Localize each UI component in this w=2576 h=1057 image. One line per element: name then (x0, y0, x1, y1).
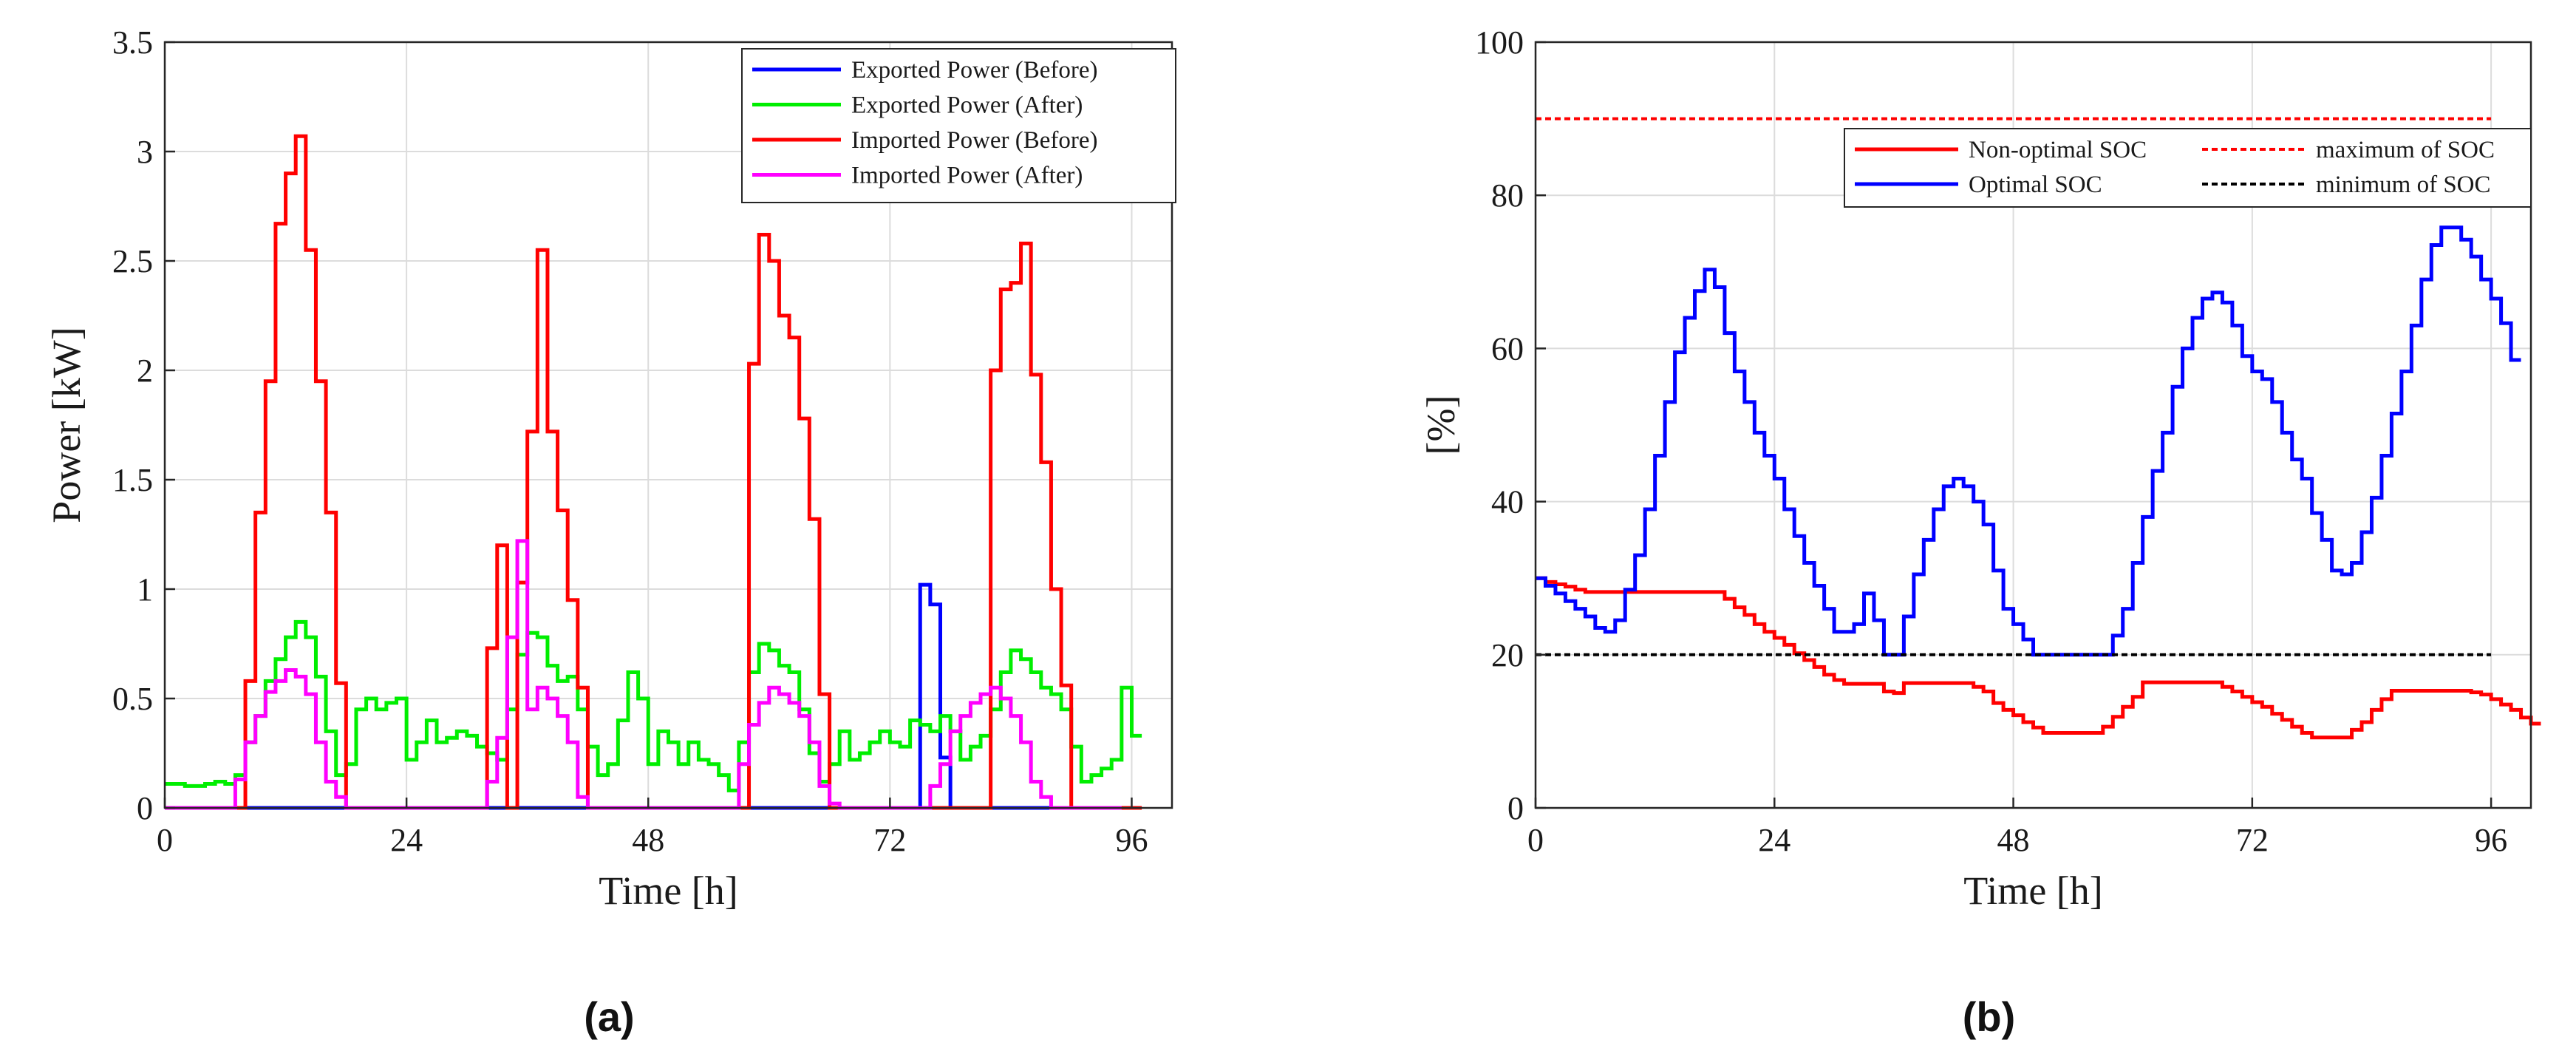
legend-label: Exported Power (After) (851, 92, 1083, 119)
legend: Exported Power (Before) Exported Power (A… (741, 48, 1176, 203)
x-tick-label: 0 (157, 822, 173, 858)
x-tick-label: 96 (2475, 822, 2507, 858)
x-axis-label: Time [h] (599, 869, 738, 913)
axes-box (163, 41, 1173, 809)
grid (164, 41, 1172, 809)
y-tick-label: 0 (137, 790, 153, 826)
x-axis-label: Time [h] (1963, 869, 2103, 913)
chart-panel-a: 0 24 48 72 96 0 0.5 1 1.5 2 2.5 3 3.5 Time [h] Power [… (44, 24, 1176, 1040)
y-axis-label: [%] (1419, 395, 1463, 455)
y-tick-label: 20 (1491, 637, 1524, 673)
y-tick-label: 1 (137, 571, 153, 608)
panel-label: (b) (1963, 993, 2016, 1040)
x-tick-label: 72 (2236, 822, 2269, 858)
x-tick-label: 48 (632, 822, 664, 858)
axes-box (1534, 41, 2532, 809)
y-tick-label: 100 (1475, 24, 1524, 61)
y-axis-label: Power [kW] (44, 327, 89, 523)
series-line-exported-power-after (165, 619, 1142, 792)
x-tick-label: 24 (390, 822, 423, 858)
x-tick-label: 48 (1997, 822, 2030, 858)
x-tick-label: 24 (1758, 822, 1790, 858)
legend-label: Exported Power (Before) (851, 57, 1098, 84)
x-tick-label: 0 (1527, 822, 1544, 858)
y-tick-label: 1.5 (112, 462, 153, 498)
y-tick-label: 40 (1491, 484, 1524, 520)
legend-box (741, 48, 1176, 203)
y-tick-label: 0.5 (112, 681, 153, 717)
legend-label: minimum of SOC (2316, 171, 2491, 198)
y-tick-label: 80 (1491, 177, 1524, 214)
legend-label: Imported Power (Before) (851, 127, 1098, 154)
legend-label: Imported Power (After) (851, 163, 1083, 189)
y-tick-label: 0 (1507, 790, 1524, 826)
legend-box (1844, 128, 2532, 208)
y-tick-label: 3 (137, 134, 153, 170)
legend-label: Optimal SOC (1969, 171, 2102, 198)
y-tick-label: 2.5 (112, 243, 153, 279)
y-tick-label: 2 (137, 353, 153, 389)
legend-label: Non-optimal SOC (1969, 137, 2147, 163)
x-tick-label: 96 (1115, 822, 1148, 858)
legend-label: maximum of SOC (2316, 137, 2495, 163)
y-tick-label: 60 (1491, 330, 1524, 367)
y-tick-label: 3.5 (112, 24, 153, 61)
panel-label: (a) (584, 993, 634, 1040)
x-tick-label: 72 (873, 822, 906, 858)
legend: Non-optimal SOC Optimal SOC maximum of SOC… (1844, 128, 2532, 208)
series-line-non-optimal-soc (1536, 576, 2541, 740)
chart-panel-b: 0 24 48 72 96 0 20 40 60 80 100 Time [h] [%] (b) Non-o… (1419, 24, 2541, 1040)
series-line-optimal-soc (1536, 225, 2521, 657)
